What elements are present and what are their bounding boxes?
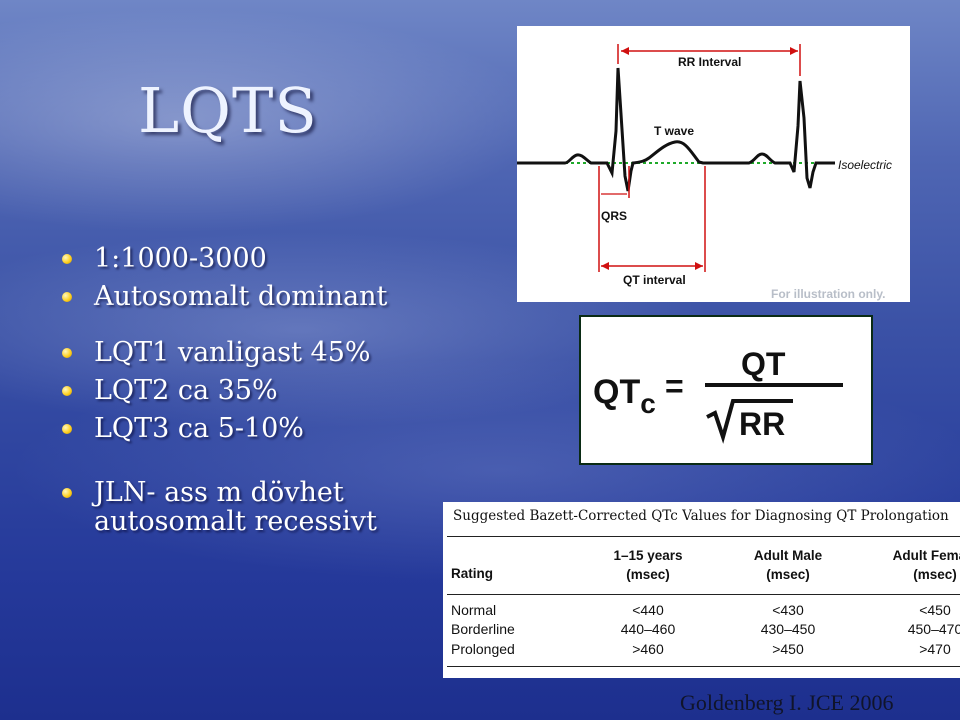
- slide-title: LQTS: [138, 74, 318, 147]
- ecg-trace: [517, 67, 835, 192]
- arrowhead-icon: [790, 47, 798, 55]
- bullet-dot-icon: [62, 348, 72, 358]
- t-wave-label: T wave: [654, 124, 694, 138]
- bullet-list: 1:1000-3000 Autosomalt dominant LQT1 van…: [58, 240, 458, 536]
- arrowhead-icon: [621, 47, 629, 55]
- row-cell: 430–450: [760, 621, 816, 637]
- row-cell: >450: [772, 641, 804, 657]
- row-rating: Normal: [451, 602, 497, 618]
- row-cell: 440–460: [620, 621, 676, 637]
- table-caption: Suggested Bazett-Corrected QTc Values fo…: [453, 508, 949, 524]
- header-col1-unit: (msec): [626, 567, 670, 582]
- bullet-item: LQT2 ca 35%: [58, 372, 458, 410]
- bullet-spacer: [58, 448, 458, 478]
- header-col2-title: Adult Male: [753, 548, 823, 563]
- row-cell: 450–470: [907, 621, 960, 637]
- arrowhead-icon: [601, 262, 609, 270]
- table-rule: [447, 536, 960, 537]
- bullet-text: Autosomalt dominant: [94, 281, 388, 312]
- bullet-text: 1:1000-3000: [94, 243, 267, 274]
- bullet-dot-icon: [62, 488, 72, 498]
- table-rule: [447, 666, 960, 667]
- bullet-spacer: [58, 316, 458, 334]
- header-rating: Rating: [451, 566, 493, 581]
- row-cell: <430: [772, 602, 804, 618]
- row-cell: <440: [632, 602, 664, 618]
- row-rating: Borderline: [451, 621, 515, 637]
- header-col1-title: 1–15 years: [613, 548, 683, 563]
- bullet-text: JLN- ass m dövhet: [94, 477, 344, 508]
- qtc-formula: QTc = QT RR: [579, 315, 873, 465]
- bullet-text: LQT2 ca 35%: [94, 375, 278, 406]
- square-root-icon: [706, 399, 793, 444]
- qt-interval-label: QT interval: [623, 273, 686, 287]
- bullet-dot-icon: [62, 254, 72, 264]
- bullet-item: JLN- ass m dövhet autosomalt recessivt: [58, 478, 458, 536]
- formula-equals: =: [665, 368, 684, 404]
- formula-subscript: c: [640, 388, 656, 419]
- bullet-dot-icon: [62, 386, 72, 396]
- header-col1: 1–15 years (msec): [583, 546, 713, 584]
- row-cell: >470: [919, 641, 951, 657]
- formula-lhs: QTc: [593, 373, 656, 419]
- row-cell: <450: [919, 602, 951, 618]
- qrs-label: QRS: [601, 209, 627, 223]
- arrowhead-icon: [695, 262, 703, 270]
- table-rule: [447, 594, 960, 595]
- bullet-text-continued: autosomalt recessivt: [94, 506, 377, 537]
- bullet-text: LQT1 vanligast 45%: [94, 337, 371, 368]
- isoelectric-label: Isoelectric: [838, 158, 892, 172]
- bullet-dot-icon: [62, 424, 72, 434]
- header-col3-unit: (msec): [913, 567, 957, 582]
- ecg-diagram: RR Interval T wave Isoelectric QRS QT in…: [517, 26, 910, 302]
- formula-denominator: RR: [739, 406, 785, 442]
- bullet-dot-icon: [62, 292, 72, 302]
- rr-interval-label: RR Interval: [678, 55, 741, 69]
- bullet-item: LQT1 vanligast 45%: [58, 334, 458, 372]
- formula-numerator: QT: [741, 346, 786, 382]
- header-col2: Adult Male (msec): [718, 546, 858, 584]
- bullet-item: LQT3 ca 5-10%: [58, 410, 458, 448]
- header-col3: Adult Female (msec): [865, 546, 960, 584]
- illustration-note: For illustration only.: [771, 287, 885, 301]
- bullet-item: 1:1000-3000: [58, 240, 458, 278]
- header-col2-unit: (msec): [766, 567, 810, 582]
- row-cell: >460: [632, 641, 664, 657]
- bullet-item: Autosomalt dominant: [58, 278, 458, 316]
- bullet-text: LQT3 ca 5-10%: [94, 413, 304, 444]
- header-col3-title: Adult Female: [892, 548, 960, 563]
- qtc-reference-table: Suggested Bazett-Corrected QTc Values fo…: [443, 502, 960, 678]
- citation: Goldenberg I. JCE 2006: [680, 690, 894, 715]
- row-rating: Prolonged: [451, 641, 515, 657]
